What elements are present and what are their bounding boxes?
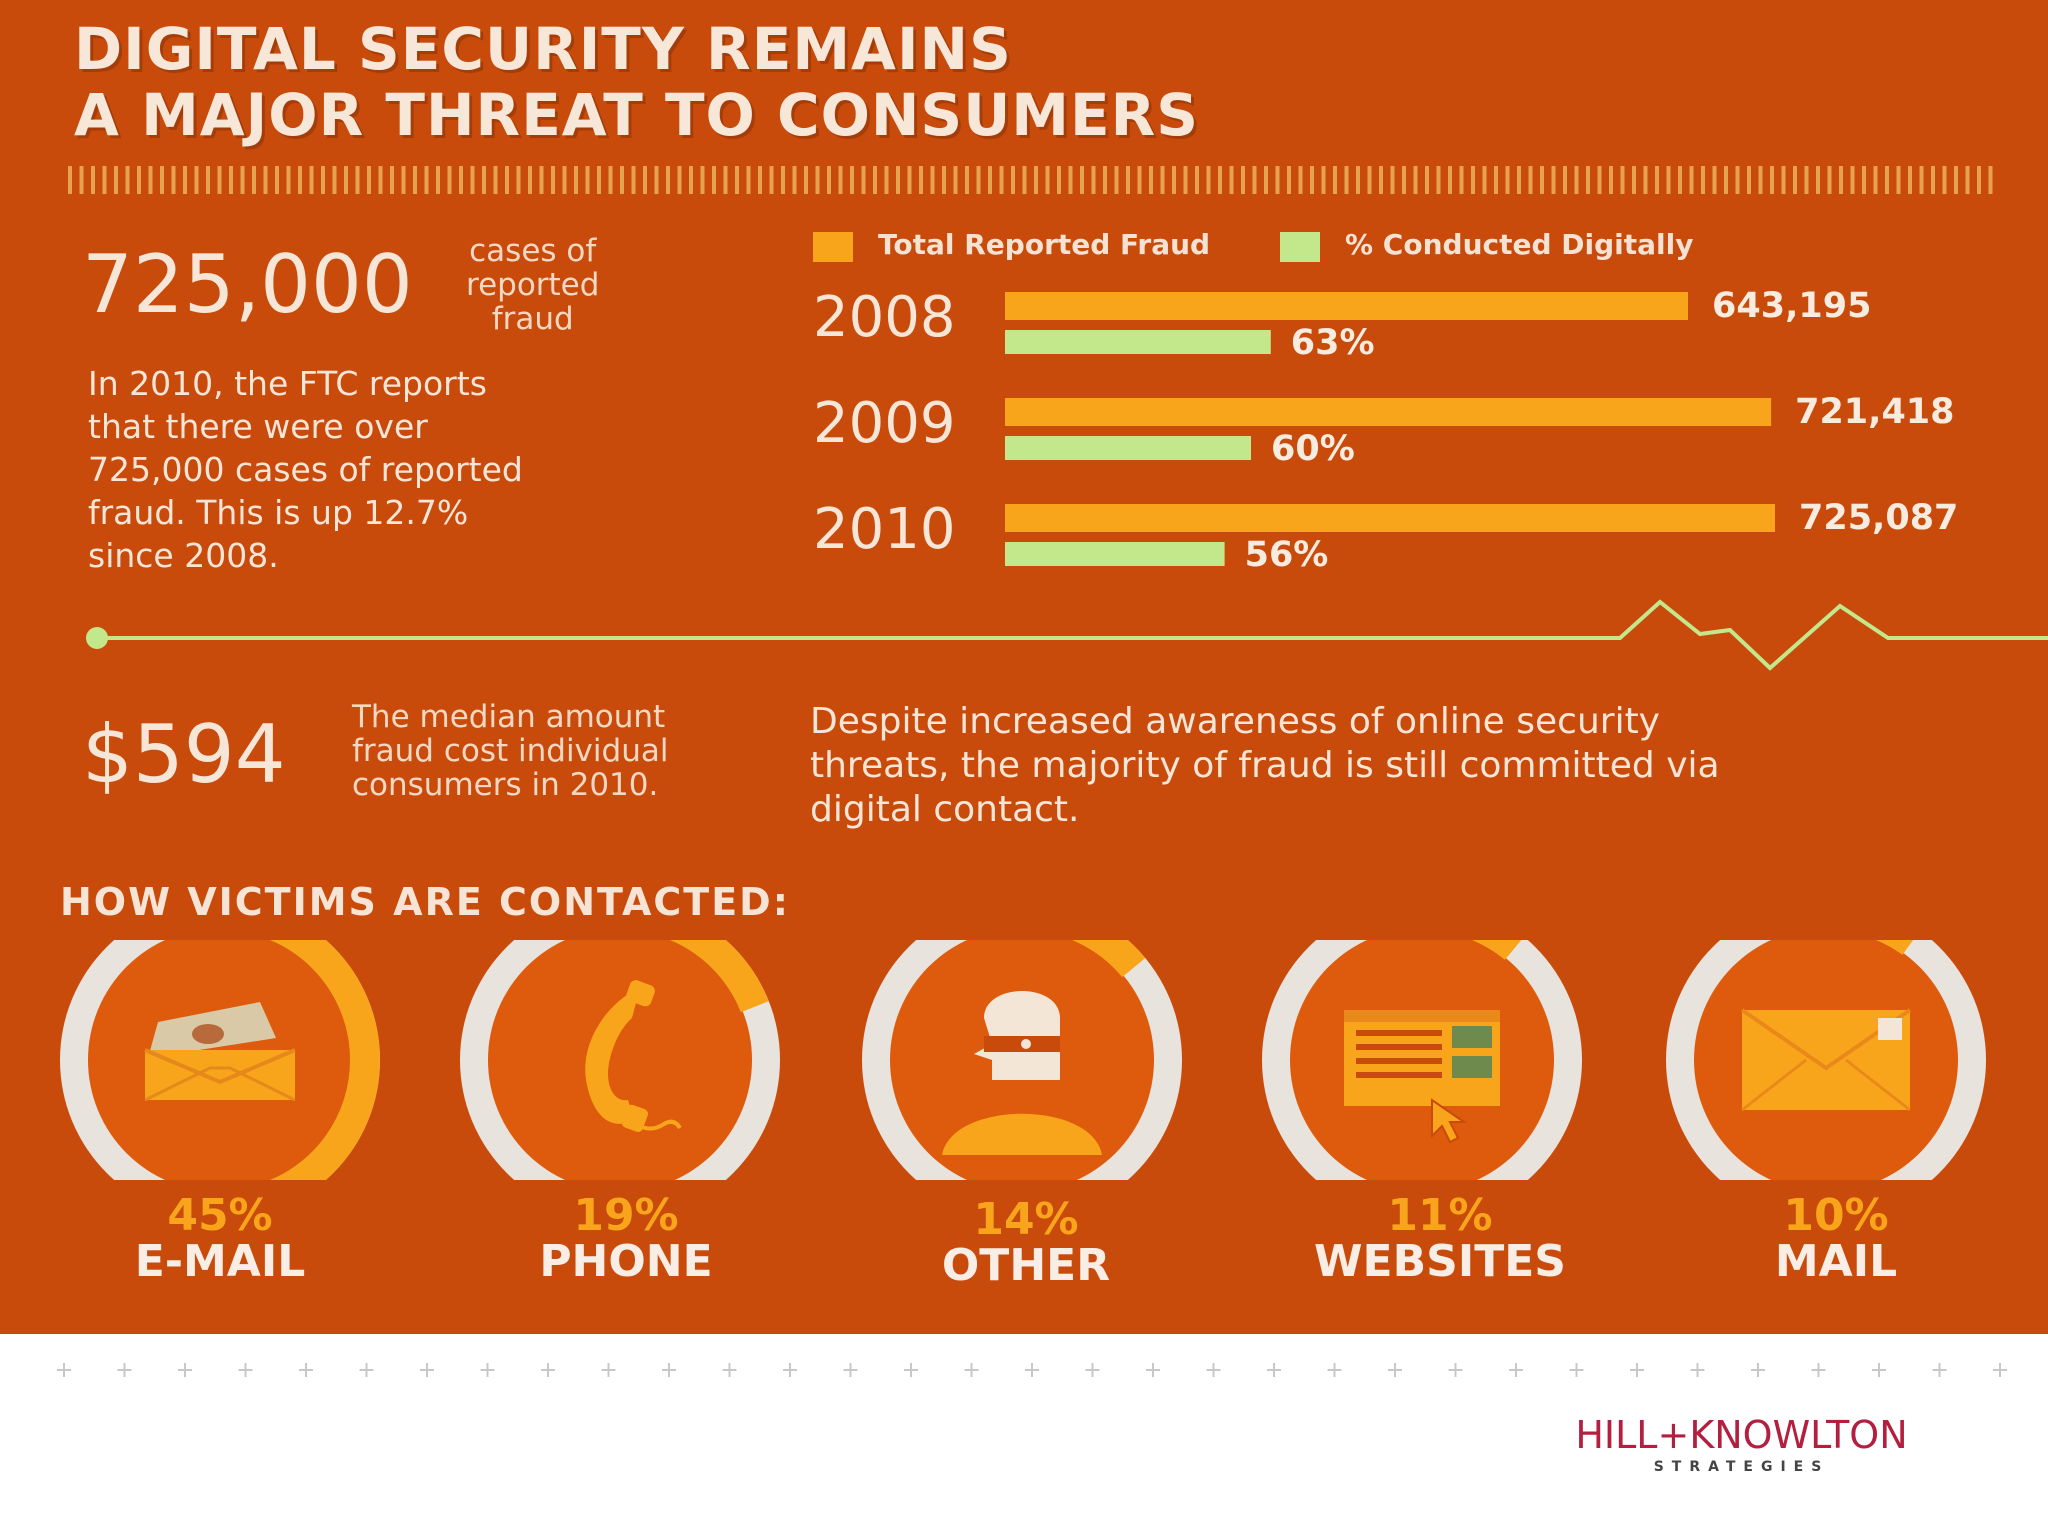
legend-label-digital: % Conducted Digitally <box>1345 228 1694 261</box>
cases-description-line: In 2010, the FTC reports <box>88 364 487 403</box>
contact-label-email: E-MAIL <box>134 1236 306 1287</box>
cases-description-line: since 2008. <box>88 536 279 575</box>
contact-percent-phone: 19% <box>573 1190 679 1241</box>
awareness-line: threats, the majority of fraud is still … <box>810 745 1720 786</box>
envelope-open-icon <box>144 1002 296 1102</box>
cases-description-line: fraud. This is up 12.7% <box>88 493 469 532</box>
bar-total-label: 721,418 <box>1795 392 1954 432</box>
contact-label-phone: PHONE <box>539 1236 713 1287</box>
median-label-line: The median amount <box>352 699 666 735</box>
masked-person-icon <box>942 991 1102 1155</box>
cases-label: cases of reported fraud <box>466 234 599 336</box>
chart-year-label: 2008 <box>813 285 956 350</box>
contact-percent-other: 14% <box>973 1194 1079 1245</box>
bar-digital-percent <box>1005 542 1225 566</box>
plus-separator <box>57 1363 2007 1377</box>
contact-label-other: OTHER <box>941 1240 1111 1291</box>
cases-label-line: cases of <box>469 233 597 269</box>
bar-total-reported <box>1005 398 1772 426</box>
contact-rings <box>60 940 1986 1180</box>
awareness-line: Despite increased awareness of online se… <box>810 701 1660 742</box>
infographic-poster: DIGITAL SECURITY REMAINS A MAJOR THREAT … <box>0 0 2048 1334</box>
contact-label-mail: MAIL <box>1774 1236 1898 1287</box>
ring-progress-arc <box>60 940 380 1180</box>
chart-year-label: 2010 <box>813 497 956 562</box>
web-browser-icon <box>1344 1010 1500 1144</box>
median-amount: $594 <box>82 708 286 801</box>
cases-description-line: that there were over <box>88 407 428 446</box>
cases-label-line: reported <box>466 267 600 303</box>
bar-digital-label: 56% <box>1245 535 1329 575</box>
median-label-line: fraud cost individual <box>352 733 669 769</box>
title-line-2: A MAJOR THREAT TO CONSUMERS <box>74 81 1200 149</box>
brand-logo: HILL+KNOWLTON STRATEGIES <box>1534 1413 1949 1475</box>
cases-description-line: 725,000 cases of reported <box>88 450 523 489</box>
bar-total-label: 725,087 <box>1799 498 1958 538</box>
title-tick-divider <box>68 166 1993 194</box>
ring-phone <box>460 940 780 1180</box>
contact-section-heading: HOW VICTIMS ARE CONTACTED: <box>60 880 790 924</box>
median-label: The median amount fraud cost individual … <box>352 700 668 802</box>
awareness-text: Despite increased awareness of online se… <box>810 700 1720 832</box>
bar-digital-percent <box>1005 330 1271 354</box>
bar-digital-label: 63% <box>1291 323 1375 363</box>
brand-subtitle: STRATEGIES <box>1653 1459 1830 1475</box>
title-line-1: DIGITAL SECURITY REMAINS <box>74 15 1012 83</box>
bar-digital-label: 60% <box>1271 429 1355 469</box>
phone-icon <box>585 980 682 1132</box>
brand-name: HILL+KNOWLTON <box>1575 1413 1908 1457</box>
legend-label-total: Total Reported Fraud <box>878 228 1211 261</box>
cases-description: In 2010, the FTC reports that there were… <box>88 362 523 577</box>
contact-percent-websites: 11% <box>1387 1190 1493 1241</box>
bar-digital-percent <box>1005 436 1251 460</box>
cases-label-line: fraud <box>491 301 574 337</box>
median-label-line: consumers in 2010. <box>352 767 659 803</box>
awareness-line: digital contact. <box>810 789 1080 830</box>
contact-label-websites: WEBSITES <box>1314 1236 1566 1287</box>
legend-swatch-digital <box>1280 232 1320 262</box>
cases-count: 725,000 <box>82 238 413 331</box>
zigzag-divider <box>86 599 2048 671</box>
contact-percent-email: 45% <box>167 1190 273 1241</box>
contact-percent-mail: 10% <box>1783 1190 1889 1241</box>
envelope-icon <box>1740 1008 1912 1112</box>
legend-swatch-total <box>813 232 853 262</box>
bar-total-reported <box>1005 504 1775 532</box>
fraud-bar-chart: 2008 643,195 63% 2009 721,418 60% 2010 725,087 5… <box>813 285 1958 575</box>
infographic-title: DIGITAL SECURITY REMAINS A MAJOR THREAT … <box>74 16 1199 148</box>
bar-total-label: 643,195 <box>1712 286 1871 326</box>
divider-line <box>97 599 2048 671</box>
bar-total-reported <box>1005 292 1688 320</box>
chart-year-label: 2009 <box>813 391 956 456</box>
